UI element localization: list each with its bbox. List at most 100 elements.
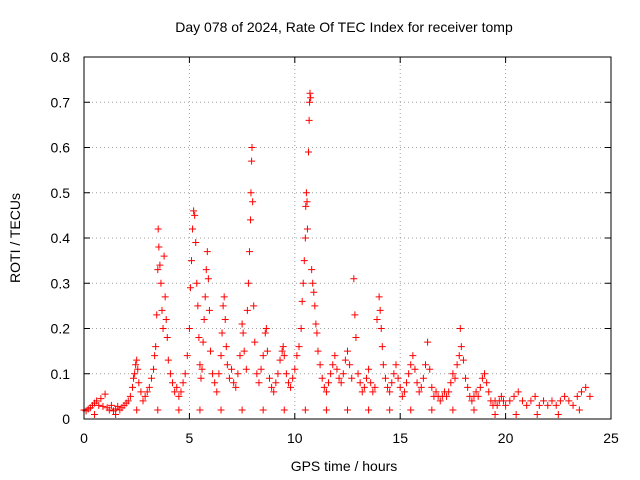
y-tick-label: 0.3 bbox=[51, 275, 71, 291]
data-point bbox=[424, 338, 432, 346]
data-point bbox=[199, 338, 207, 346]
data-point bbox=[298, 297, 306, 305]
data-point bbox=[468, 397, 476, 405]
data-point bbox=[154, 266, 162, 274]
data-point bbox=[556, 397, 564, 405]
data-point bbox=[291, 365, 299, 373]
data-point bbox=[124, 397, 132, 405]
data-point bbox=[194, 302, 202, 310]
data-point bbox=[339, 370, 347, 378]
data-point bbox=[154, 406, 162, 414]
data-point bbox=[409, 352, 417, 360]
data-point bbox=[476, 383, 484, 391]
data-point bbox=[228, 365, 236, 373]
y-tick-label: 0.5 bbox=[51, 185, 71, 201]
data-point bbox=[341, 356, 349, 364]
data-point bbox=[478, 374, 486, 382]
data-point bbox=[398, 392, 406, 400]
data-point bbox=[126, 392, 134, 400]
data-point bbox=[306, 98, 314, 106]
data-point bbox=[300, 257, 308, 265]
data-point bbox=[232, 383, 240, 391]
data-point bbox=[175, 406, 183, 414]
data-point bbox=[133, 406, 141, 414]
x-tick-label: 25 bbox=[603, 430, 619, 446]
x-axis-label: GPS time / hours bbox=[291, 458, 398, 474]
data-points-layer bbox=[80, 89, 594, 418]
data-point bbox=[205, 306, 213, 314]
data-point bbox=[443, 392, 451, 400]
data-point bbox=[360, 383, 368, 391]
data-point bbox=[244, 279, 252, 287]
data-point bbox=[419, 374, 427, 382]
data-point bbox=[305, 148, 313, 156]
chart-title: Day 078 of 2024, Rate Of TEC Index for r… bbox=[175, 19, 513, 35]
data-point bbox=[284, 379, 292, 387]
axis-ticks-layer: 0 5 10 15 20 25 0 0.1 0.2 0.3 0.4 0.5 0.6 0.7 0.8 bbox=[51, 49, 619, 446]
data-point bbox=[191, 211, 199, 219]
y-tick-label: 0.2 bbox=[51, 321, 71, 337]
data-point bbox=[535, 401, 543, 409]
data-point bbox=[280, 406, 288, 414]
data-point bbox=[456, 325, 464, 332]
data-point bbox=[188, 257, 196, 265]
data-point bbox=[154, 225, 162, 233]
data-point bbox=[198, 365, 206, 373]
data-point bbox=[335, 374, 343, 382]
data-point bbox=[312, 320, 320, 328]
data-point bbox=[375, 293, 383, 301]
data-point bbox=[153, 311, 161, 319]
data-point bbox=[186, 284, 194, 292]
data-point bbox=[362, 374, 370, 382]
data-point bbox=[95, 401, 103, 409]
data-point bbox=[470, 406, 478, 414]
data-point bbox=[472, 388, 480, 396]
data-point bbox=[197, 374, 205, 382]
data-point bbox=[309, 279, 317, 287]
data-point bbox=[215, 370, 223, 378]
data-point bbox=[145, 383, 153, 391]
data-point bbox=[322, 406, 330, 414]
data-point bbox=[451, 374, 459, 382]
data-point bbox=[171, 388, 179, 396]
data-point bbox=[279, 343, 287, 351]
data-point bbox=[405, 370, 413, 378]
data-point bbox=[204, 275, 212, 283]
data-point bbox=[134, 365, 142, 373]
data-point bbox=[302, 189, 310, 197]
y-tick-label: 0 bbox=[62, 411, 70, 427]
data-point bbox=[248, 144, 256, 151]
data-point bbox=[565, 397, 573, 405]
data-point bbox=[428, 383, 436, 391]
data-point bbox=[310, 288, 318, 296]
data-point bbox=[544, 401, 552, 409]
data-point bbox=[582, 383, 590, 391]
data-point bbox=[459, 356, 467, 364]
data-point bbox=[240, 347, 248, 355]
data-point bbox=[287, 383, 295, 391]
data-point bbox=[348, 374, 356, 382]
data-point bbox=[390, 370, 398, 378]
y-tick-label: 0.1 bbox=[51, 366, 71, 382]
data-point bbox=[491, 410, 499, 418]
data-point bbox=[163, 334, 171, 342]
data-point bbox=[485, 388, 493, 396]
data-point bbox=[449, 370, 457, 378]
data-point bbox=[242, 365, 250, 373]
data-point bbox=[331, 352, 339, 360]
data-point bbox=[201, 293, 209, 301]
data-point bbox=[400, 388, 408, 396]
data-point bbox=[278, 347, 286, 355]
data-point bbox=[407, 406, 415, 414]
data-point bbox=[135, 379, 143, 387]
data-point bbox=[396, 383, 404, 391]
data-point bbox=[540, 397, 548, 405]
data-point bbox=[217, 406, 225, 414]
data-point bbox=[352, 334, 360, 342]
data-point bbox=[99, 402, 107, 410]
data-point bbox=[457, 343, 465, 351]
data-point bbox=[152, 343, 160, 351]
data-point bbox=[196, 406, 204, 414]
data-point bbox=[230, 379, 238, 387]
data-point bbox=[222, 343, 230, 351]
